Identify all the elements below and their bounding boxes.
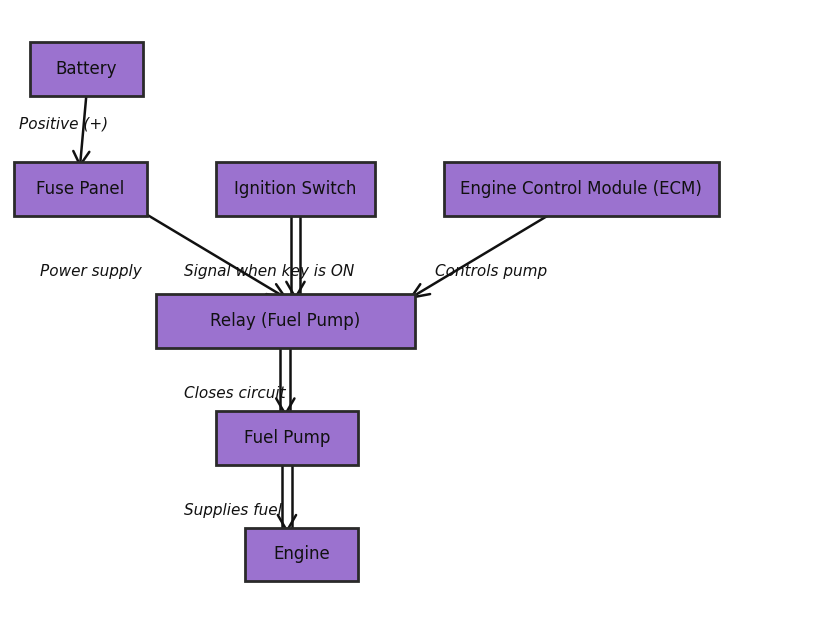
FancyBboxPatch shape [30,42,143,96]
Text: Supplies fuel: Supplies fuel [184,503,282,518]
Text: Controls pump: Controls pump [435,263,548,279]
Text: Closes circuit: Closes circuit [184,386,286,401]
Text: Positive (+): Positive (+) [20,116,108,132]
Text: Power supply: Power supply [41,263,142,279]
Text: Signal when key is ON: Signal when key is ON [184,263,354,279]
FancyBboxPatch shape [217,411,358,465]
FancyBboxPatch shape [217,162,374,216]
Text: Engine Control Module (ECM): Engine Control Module (ECM) [461,180,702,198]
Text: Engine: Engine [274,546,330,563]
Text: Fuse Panel: Fuse Panel [37,180,125,198]
Text: Relay (Fuel Pump): Relay (Fuel Pump) [210,312,361,330]
FancyBboxPatch shape [444,162,720,216]
FancyBboxPatch shape [245,528,358,581]
FancyBboxPatch shape [14,162,147,216]
Text: Ignition Switch: Ignition Switch [234,180,357,198]
Text: Battery: Battery [56,60,117,78]
FancyBboxPatch shape [155,294,415,348]
Text: Fuel Pump: Fuel Pump [244,429,330,447]
